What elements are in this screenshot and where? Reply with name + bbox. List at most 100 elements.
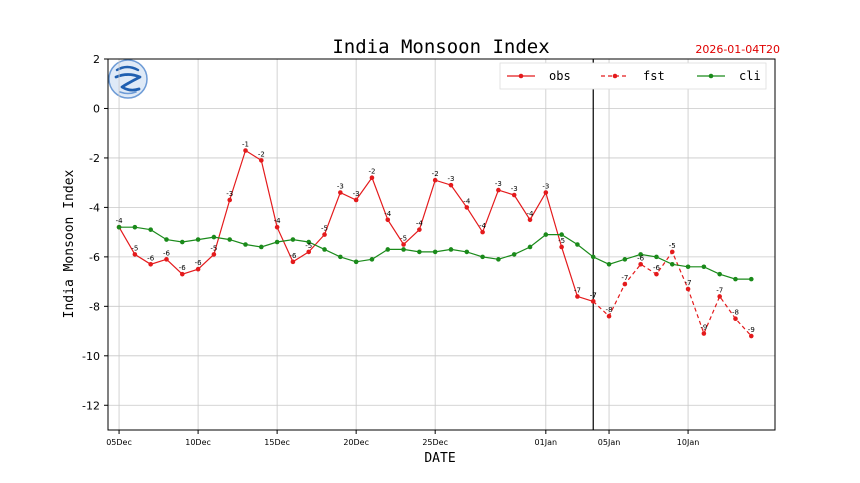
data-label-obs: -7 <box>574 286 581 294</box>
data-label-fst: -5 <box>669 242 676 250</box>
data-point-cli <box>559 232 564 237</box>
data-label-obs: -5 <box>321 225 328 233</box>
data-point-fst <box>701 331 707 336</box>
legend-marker-obs <box>518 73 524 79</box>
data-label-fst: -9 <box>700 324 707 332</box>
data-point-cli <box>338 254 343 260</box>
data-point-cli <box>211 234 217 240</box>
data-point-obs <box>369 175 375 181</box>
y-tick-label: 2 <box>93 53 100 66</box>
x-tick-label: 20Dec <box>343 438 369 447</box>
data-label-obs: -5 <box>210 244 217 252</box>
data-point-obs <box>401 242 406 247</box>
data-point-cli <box>227 237 233 242</box>
data-point-fst <box>669 249 675 255</box>
data-point-cli <box>511 252 517 257</box>
legend-marker-fst <box>612 73 618 79</box>
data-point-cli <box>148 227 153 232</box>
data-point-cli <box>259 244 264 250</box>
data-point-cli <box>385 247 391 252</box>
data-point-cli <box>733 276 738 282</box>
legend-label-obs: obs <box>549 69 571 83</box>
data-point-obs <box>575 294 580 299</box>
issue-timestamp: 2026-01-04T20 <box>695 43 780 56</box>
data-point-fst <box>638 261 643 267</box>
data-point-cli <box>480 254 485 260</box>
data-point-obs <box>243 148 248 153</box>
data-point-obs <box>527 217 533 223</box>
data-point-obs <box>259 158 264 163</box>
data-point-cli <box>432 249 438 255</box>
data-point-cli <box>306 239 312 245</box>
data-point-obs <box>385 217 391 223</box>
data-point-cli <box>717 271 722 277</box>
data-label-obs: -4 <box>527 210 535 218</box>
logo-emblem <box>108 59 148 99</box>
data-label-obs: -5 <box>558 237 565 245</box>
data-label-obs: -6 <box>195 259 203 267</box>
data-point-cli <box>464 249 470 255</box>
data-label-obs: -4 <box>274 217 282 225</box>
data-point-obs <box>543 190 549 195</box>
data-point-obs <box>432 177 438 183</box>
data-label-obs: -5 <box>131 244 138 252</box>
data-point-cli <box>448 247 454 252</box>
data-point-fst <box>590 299 596 304</box>
data-label-fst: -7 <box>621 274 628 282</box>
data-label-obs: -6 <box>289 252 297 260</box>
data-point-cli <box>401 247 406 252</box>
y-tick-label: -10 <box>82 350 100 363</box>
data-label-obs: -2 <box>258 150 265 158</box>
data-point-obs <box>148 261 153 267</box>
data-point-obs <box>179 271 185 277</box>
data-point-cli <box>575 242 580 247</box>
data-point-fst <box>717 294 722 299</box>
x-tick-label: 05Dec <box>106 438 132 447</box>
data-label-obs: -4 <box>463 197 471 205</box>
data-point-cli <box>195 237 201 242</box>
data-point-obs <box>132 252 138 257</box>
y-tick-label: -8 <box>89 300 100 313</box>
data-point-obs <box>306 249 312 255</box>
data-label-obs: -3 <box>495 180 502 188</box>
y-tick-label: -12 <box>82 399 100 412</box>
data-label-obs: -4 <box>384 210 392 218</box>
data-label-obs: -3 <box>511 185 518 193</box>
data-label-fst: -9 <box>748 326 755 334</box>
data-point-cli <box>417 249 422 255</box>
data-label-obs: -4 <box>116 217 124 225</box>
legend-label-cli: cli <box>739 69 761 83</box>
legend-label-fst: fst <box>643 69 665 83</box>
data-point-obs <box>353 197 359 203</box>
data-point-cli <box>606 261 612 267</box>
legend: obs fst cli <box>499 62 767 90</box>
data-label-obs: -3 <box>542 183 549 191</box>
y-tick-label: -4 <box>89 201 100 214</box>
data-point-obs <box>464 205 470 210</box>
data-point-cli <box>669 261 675 267</box>
chart-title: India Monsoon Index <box>332 36 549 58</box>
data-point-obs <box>322 232 327 237</box>
data-point-fst <box>733 316 738 322</box>
data-point-fst <box>622 281 628 287</box>
data-label-fst: -6 <box>653 264 661 272</box>
data-point-cli <box>132 224 138 230</box>
data-point-cli <box>527 244 533 250</box>
data-label-obs: -1 <box>242 141 249 149</box>
data-point-obs <box>211 252 217 257</box>
y-tick-label: -6 <box>89 251 100 264</box>
data-label-obs: -6 <box>163 249 171 257</box>
y-tick-label: 0 <box>93 102 100 115</box>
data-point-cli <box>638 252 643 257</box>
data-point-obs <box>511 192 517 198</box>
data-label-fst: -7 <box>716 286 723 294</box>
data-point-cli <box>274 239 280 245</box>
data-point-cli <box>701 264 707 270</box>
data-point-fst <box>685 286 691 292</box>
data-label-fst: -8 <box>732 309 739 317</box>
x-tick-label: 25Dec <box>422 438 448 447</box>
data-label-obs: -6 <box>147 254 155 262</box>
data-point-obs <box>417 227 422 232</box>
x-tick-label: 10Jan <box>677 438 700 447</box>
